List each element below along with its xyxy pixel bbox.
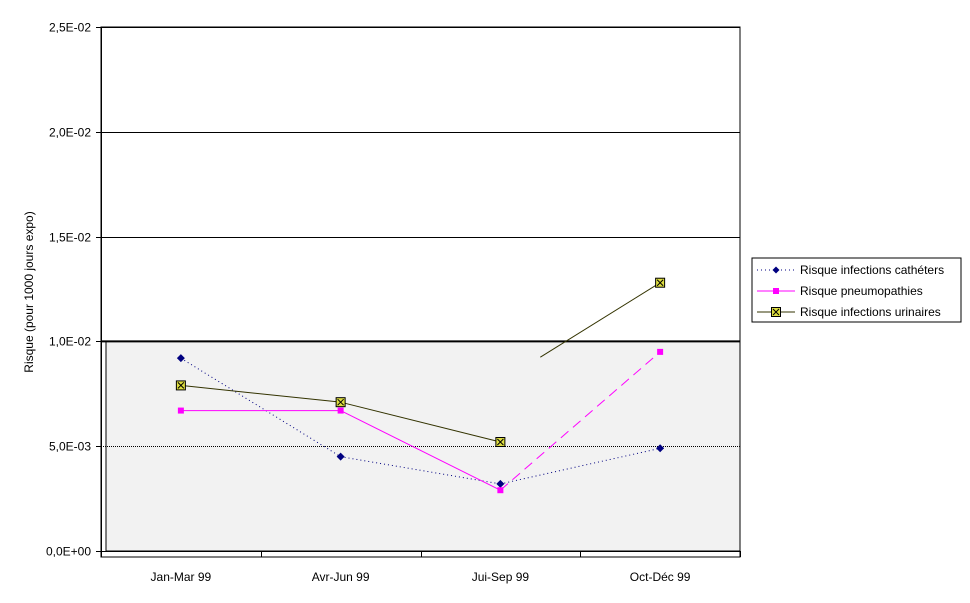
y-axis-title: Risque (pour 1000 jours expo) [22,211,36,372]
marker-cross [497,438,504,446]
series-3 [175,277,666,448]
series-line-segment [540,282,661,358]
legend-item-2: Risque pneumopathies [757,284,923,298]
data-point-marker [337,407,344,414]
data-point-marker [496,479,505,488]
data-point-marker [336,452,345,461]
data-point-marker [656,444,665,453]
x-tick-label: Jui-Sep 99 [472,570,530,584]
x-tick-label: Avr-Jun 99 [312,570,370,584]
x-tick-label: Jan-Mar 99 [151,570,212,584]
series-line-segment [500,351,661,491]
series-line-segment [340,401,501,443]
data-point-marker [495,437,506,448]
legend: Risque infections cathéters Risque pneumo… [751,257,962,323]
y-tick-label: 2,5E-02 [49,21,91,35]
data-point-marker [176,354,185,363]
data-point-marker [177,407,184,414]
y-tick-label: 2,0E-02 [49,126,91,140]
series-line-segment [180,357,341,458]
legend-item-3: Risque infections urinaires [757,305,941,319]
y-tick-label: 5,0E-03 [49,440,91,454]
series-1 [176,354,665,488]
data-point-marker [175,380,186,391]
marker-cross [772,308,780,316]
marker-cross [177,382,185,389]
data-point-marker [335,397,346,408]
series-2 [177,348,664,494]
legend-item-1: Risque infections cathéters [757,263,944,277]
series-line-segment [340,410,501,491]
legend-box [751,257,962,323]
y-tick-label: 1,0E-02 [49,335,91,349]
x-tick-label: Oct-Déc 99 [630,570,691,584]
legend-label: Risque infections urinaires [800,305,941,319]
y-tick-label: 0,0E+00 [46,545,91,559]
series-line-segment [180,384,341,403]
data-point-marker [655,277,666,288]
marker-cross [656,279,664,287]
marker-cross [337,398,344,406]
legend-label: Risque infections cathéters [800,263,944,277]
data-point-marker [771,307,781,317]
legend-label: Risque pneumopathies [800,284,923,298]
data-point-marker [772,266,780,274]
data-point-marker [497,487,504,494]
y-tick-label: 1,5E-02 [49,231,91,245]
series-line-segment [500,447,661,485]
data-point-marker [773,288,779,294]
data-point-marker [657,348,664,355]
